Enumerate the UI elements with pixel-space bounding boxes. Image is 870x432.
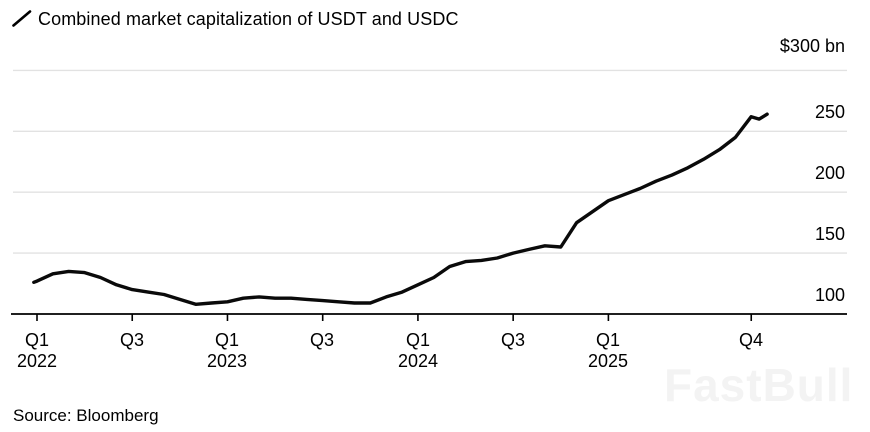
quarter-label: Q3 — [119, 330, 144, 350]
watermark: FastBull — [664, 359, 854, 411]
chart-title: Combined market capitalization of USDT a… — [38, 9, 459, 29]
x-axis-label-q1-2025: Q1 2025 — [563, 330, 653, 372]
y-axis-label-100: 100 — [814, 285, 845, 305]
x-axis-label-q3-2024: Q3 — [468, 330, 558, 351]
x-axis-label-q3-2023: Q3 — [277, 330, 367, 351]
x-axis-label-q4-2025: Q4 — [706, 330, 796, 351]
quarter-label: Q3 — [500, 330, 525, 350]
quarter-label: Q3 — [309, 330, 334, 350]
y-axis-label-150: 150 — [814, 224, 845, 244]
y-axis-label-300: $300 bn — [779, 36, 845, 56]
year-label: 2025 — [587, 351, 629, 371]
x-axis-label-q1-2022: Q1 2022 — [0, 330, 82, 372]
year-label: 2022 — [16, 351, 58, 371]
quarter-label: Q1 — [24, 330, 49, 350]
quarter-label: Q4 — [738, 330, 763, 350]
quarter-label: Q1 — [405, 330, 430, 350]
y-axis-label-250: 250 — [814, 102, 845, 122]
x-axis-label-q1-2024: Q1 2024 — [373, 330, 463, 372]
source-note: Source: Bloomberg — [13, 406, 159, 425]
data-line — [32, 112, 769, 306]
quarter-label: Q1 — [214, 330, 239, 350]
chart-header: Combined market capitalization of USDT a… — [0, 0, 870, 34]
x-axis-label-q1-2023: Q1 2023 — [182, 330, 272, 372]
year-label: 2023 — [206, 351, 248, 371]
line-series-legend-icon — [12, 10, 32, 27]
year-label: 2024 — [397, 351, 439, 371]
quarter-label: Q1 — [595, 330, 620, 350]
y-axis-label-200: 200 — [814, 163, 845, 183]
x-axis-label-q3-2022: Q3 — [87, 330, 177, 351]
